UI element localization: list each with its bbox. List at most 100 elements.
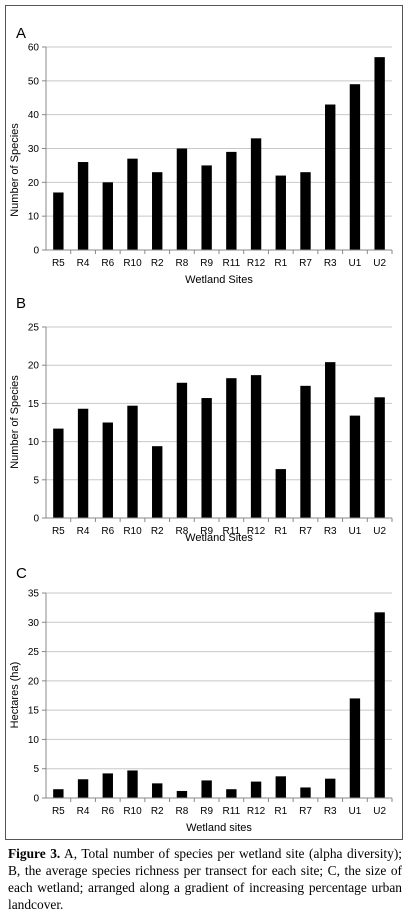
y-tick-label: 10 [28, 437, 40, 448]
x-tick-label: R11 [223, 806, 241, 817]
bar-r5 [53, 789, 64, 798]
x-tick-label: R10 [123, 806, 142, 817]
bar-r6 [102, 773, 113, 798]
bar-u1 [349, 84, 361, 250]
bar-r4 [77, 408, 89, 518]
bar-r11 [226, 789, 237, 798]
x-tick-label: R7 [299, 258, 312, 269]
chart-panel-c: C 0 5 10 15 20 25 30 35 R5 R4 R6 R10 R2 R8 R9 R11 R12 R1 R… [9, 565, 393, 834]
bar-r6 [102, 422, 113, 518]
bar-r1 [275, 776, 286, 798]
x-tick-label: R11 [223, 258, 241, 269]
y-tick-label: 5 [33, 764, 39, 775]
bar-r2 [152, 783, 163, 798]
y-tick-label: 30 [28, 144, 40, 155]
bar-r7 [300, 787, 311, 798]
x-tick-label: U2 [373, 806, 386, 817]
x-tick-label: R11 [223, 526, 241, 537]
y-tick-label: 0 [33, 246, 39, 257]
bar-r10 [127, 158, 138, 250]
y-tick-label: 50 [28, 76, 40, 87]
y-tick-label: 5 [33, 475, 39, 486]
bar-r5 [53, 192, 64, 250]
x-tick-label: R8 [176, 526, 189, 537]
bar-r3 [325, 362, 336, 518]
x-tick-label: U1 [349, 258, 362, 269]
x-tick-label: R8 [176, 806, 189, 817]
y-tick-label: 25 [28, 323, 40, 334]
x-tick-label: R9 [200, 806, 213, 817]
x-tick-label: U1 [349, 526, 362, 537]
y-tick-label: 30 [28, 618, 40, 629]
x-tick-label: U1 [349, 806, 362, 817]
y-tick-label: 0 [33, 794, 39, 805]
figure-caption: Figure 3. A, Total number of species per… [8, 845, 402, 913]
x-axis-title: Wetland Sites [185, 274, 253, 286]
x-tick-label: R1 [274, 258, 287, 269]
x-axis-title: Wetland sites [186, 822, 252, 834]
bar-r11 [226, 378, 237, 518]
x-tick-label: R1 [274, 526, 287, 537]
panel-label: C [16, 565, 27, 582]
y-tick-label: 35 [28, 589, 40, 600]
x-tick-label: R9 [200, 258, 213, 269]
y-tick-label: 10 [28, 735, 40, 746]
panel-label: B [16, 295, 26, 312]
x-tick-label: R7 [299, 806, 312, 817]
bar-r7 [300, 172, 311, 250]
x-tick-label: R3 [324, 526, 337, 537]
bar-u1 [349, 698, 361, 798]
bar-r6 [102, 182, 113, 250]
x-tick-label: R4 [77, 526, 90, 537]
y-tick-label: 20 [28, 178, 40, 189]
x-tick-label: R6 [101, 526, 114, 537]
y-axis-title: Hectares (ha) [9, 662, 21, 729]
x-tick-label: R3 [324, 806, 337, 817]
bar-r9 [201, 780, 212, 798]
bar-r10 [127, 770, 138, 798]
bar-r1 [275, 469, 286, 518]
bar-r5 [53, 428, 64, 518]
y-tick-label: 15 [28, 399, 40, 410]
x-tick-label: R9 [200, 526, 213, 537]
y-tick-label: 10 [28, 212, 40, 223]
bar-r7 [300, 385, 311, 518]
bar-u2 [374, 57, 385, 251]
x-tick-label: R8 [176, 258, 189, 269]
x-axis-title: Wetland Sites [185, 532, 253, 544]
y-tick-label: 15 [28, 706, 40, 717]
y-axis-title: Number of Species [9, 375, 21, 469]
bar-r8 [176, 382, 188, 518]
bar-r12 [250, 375, 262, 518]
x-tick-label: R6 [101, 806, 114, 817]
x-tick-label: R12 [247, 258, 266, 269]
x-tick-label: R5 [52, 258, 65, 269]
x-tick-label: R4 [77, 258, 90, 269]
caption-text: A, Total number of species per wetland s… [8, 846, 403, 912]
x-tick-label: R5 [52, 806, 65, 817]
x-tick-label: R2 [151, 806, 164, 817]
x-tick-label: R2 [151, 258, 164, 269]
x-tick-label: R10 [123, 526, 142, 537]
y-axis-title: Number of Species [9, 123, 21, 217]
bar-r10 [127, 405, 138, 518]
chart-panel-b: B 0 5 10 15 20 25 R5 R4 R6 R10 R2 R8 R9 R11 R12 R1 R7 R3 U… [9, 295, 393, 544]
bar-r11 [226, 151, 237, 250]
bar-r2 [152, 446, 163, 518]
bar-r9 [201, 398, 212, 518]
x-tick-label: U2 [373, 526, 386, 537]
bar-r3 [325, 104, 336, 251]
x-tick-label: R2 [151, 526, 164, 537]
y-tick-label: 25 [28, 647, 40, 658]
x-tick-label: R7 [299, 526, 312, 537]
panel-label: A [16, 25, 26, 42]
x-tick-label: R4 [77, 806, 90, 817]
x-tick-label: R5 [52, 526, 65, 537]
bar-u2 [374, 397, 385, 518]
y-tick-label: 20 [28, 676, 40, 687]
x-tick-label: R3 [324, 258, 337, 269]
x-tick-label: R1 [274, 806, 287, 817]
bar-r4 [77, 162, 89, 250]
bar-r2 [152, 172, 163, 250]
y-tick-label: 20 [28, 361, 40, 372]
